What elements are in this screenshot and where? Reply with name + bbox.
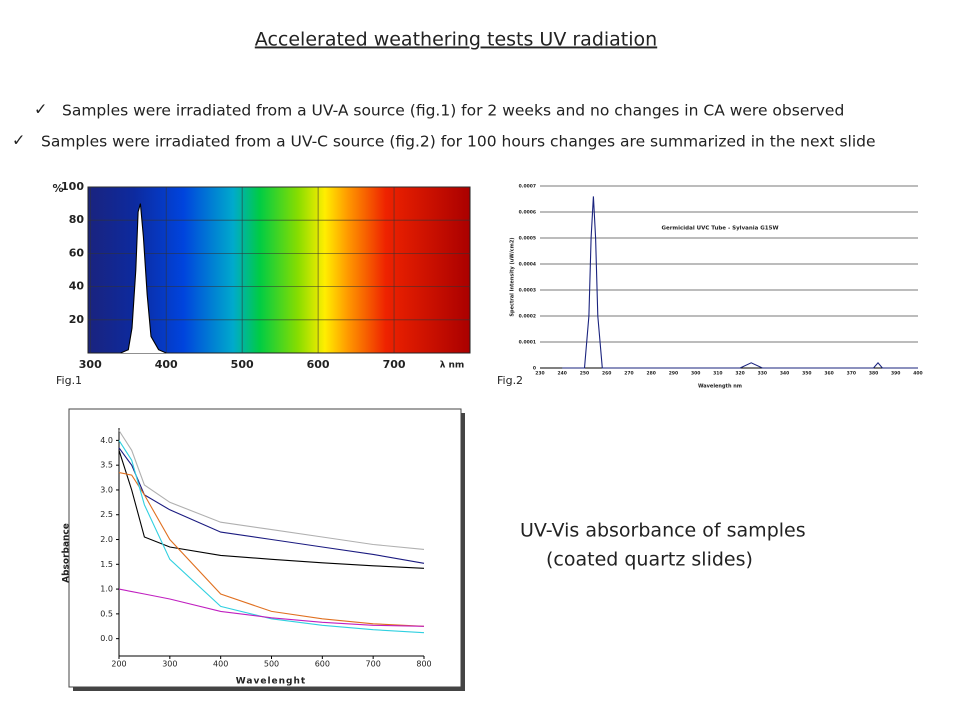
y-tick-label: 100 (61, 180, 84, 193)
x-tick-label: 360 (824, 371, 833, 377)
x-tick-label: 250 (580, 371, 589, 377)
check: ✓ (12, 131, 25, 150)
x-tick-label: 300 (691, 371, 700, 377)
x-tick-label: 600 (315, 660, 330, 669)
y-tick-label: 20 (69, 313, 85, 326)
x-tick-label: 310 (713, 371, 722, 377)
y-tick-label: 0.5 (100, 609, 113, 618)
y-tick-label: 4.0 (100, 436, 113, 445)
x-tick-label: 370 (847, 371, 856, 377)
y-tick-label: 3.0 (100, 485, 113, 494)
y-tick-label: 0.0003 (519, 288, 536, 294)
line (118, 430, 425, 550)
y-tick-label: 2.5 (100, 510, 113, 519)
line (562, 196, 918, 369)
y-tick-label: 1.0 (100, 585, 113, 594)
x-tick-label: 290 (669, 371, 678, 377)
x-tick-label: 200 (111, 660, 126, 669)
line (118, 440, 425, 634)
y-tick-label: 60 (69, 246, 85, 259)
x-tick-label: 390 (891, 371, 900, 377)
y-tick-label: 0.0007 (519, 184, 536, 190)
y-tick-label: 0.0002 (519, 314, 536, 320)
x-tick-label: 230 (535, 371, 544, 377)
x-tick-label: 700 (383, 358, 406, 371)
y-tick-label: 0.0004 (519, 262, 536, 268)
y-axis-label: Absorbance (62, 523, 72, 583)
x-axis-label: Wavelenght (236, 677, 306, 687)
line (118, 588, 425, 627)
line (118, 450, 425, 569)
caption: Fig.1 (56, 374, 82, 387)
x-tick-label: 500 (231, 358, 254, 371)
x-tick-label: 350 (802, 371, 811, 377)
x-tick-label: 700 (366, 660, 381, 669)
x-axis-label: λ nm (440, 361, 465, 371)
x-tick-label: 280 (646, 371, 655, 377)
x-tick-label: 800 (416, 660, 431, 669)
y-tick-label: 2.0 (100, 535, 113, 544)
frame (68, 408, 462, 688)
x-tick-label: 270 (624, 371, 633, 377)
x-tick-label: 340 (780, 371, 789, 377)
x-axis-label: Wavelength nm (698, 384, 742, 390)
x-tick-label: 260 (602, 371, 611, 377)
y-tick-label: 0 (533, 366, 536, 372)
x-tick-label: 320 (735, 371, 744, 377)
x-tick-label: 300 (79, 358, 102, 371)
x-tick-label: 240 (558, 371, 567, 377)
bullet: Samples were irradiated from a UV-C sour… (41, 133, 876, 151)
line (118, 472, 425, 627)
y-tick-label: 80 (69, 213, 85, 226)
description: (coated quartz slides) (546, 549, 753, 571)
x-tick-label: 600 (307, 358, 330, 371)
caption: Fig.2 (497, 374, 523, 387)
spectrum-background (88, 187, 470, 353)
y-tick-label: 3.5 (100, 461, 113, 470)
description: UV-Vis absorbance of samples (520, 520, 806, 542)
y-tick-label: 1.5 (100, 560, 113, 569)
x-tick-label: 330 (758, 371, 767, 377)
y-tick-label: 0.0 (100, 634, 113, 643)
x-tick-label: 400 (213, 660, 228, 669)
x-tick-label: 500 (264, 660, 279, 669)
y-tick-label: 40 (69, 280, 85, 293)
x-tick-label: 380 (869, 371, 878, 377)
slide-title: Accelerated weathering tests UV radiatio… (255, 29, 657, 51)
y-tick-label: 0.0006 (519, 210, 536, 216)
peak-fill (120, 203, 167, 353)
x-tick-label: 300 (162, 660, 177, 669)
bullet: Samples were irradiated from a UV-A sour… (62, 102, 844, 120)
check: ✓ (34, 100, 47, 119)
y-axis-label: % (52, 182, 63, 195)
x-tick-label: 400 (155, 358, 178, 371)
line (120, 203, 167, 354)
y-axis-label: Spectral Intensity (uW/cm2) (510, 237, 516, 316)
x-tick-label: 400 (913, 371, 922, 377)
y-tick-label: 0.0005 (519, 236, 536, 242)
chart-title: Germicidal UVC Tube - Sylvania G15W (661, 226, 778, 232)
y-tick-label: 0.0001 (519, 340, 536, 346)
